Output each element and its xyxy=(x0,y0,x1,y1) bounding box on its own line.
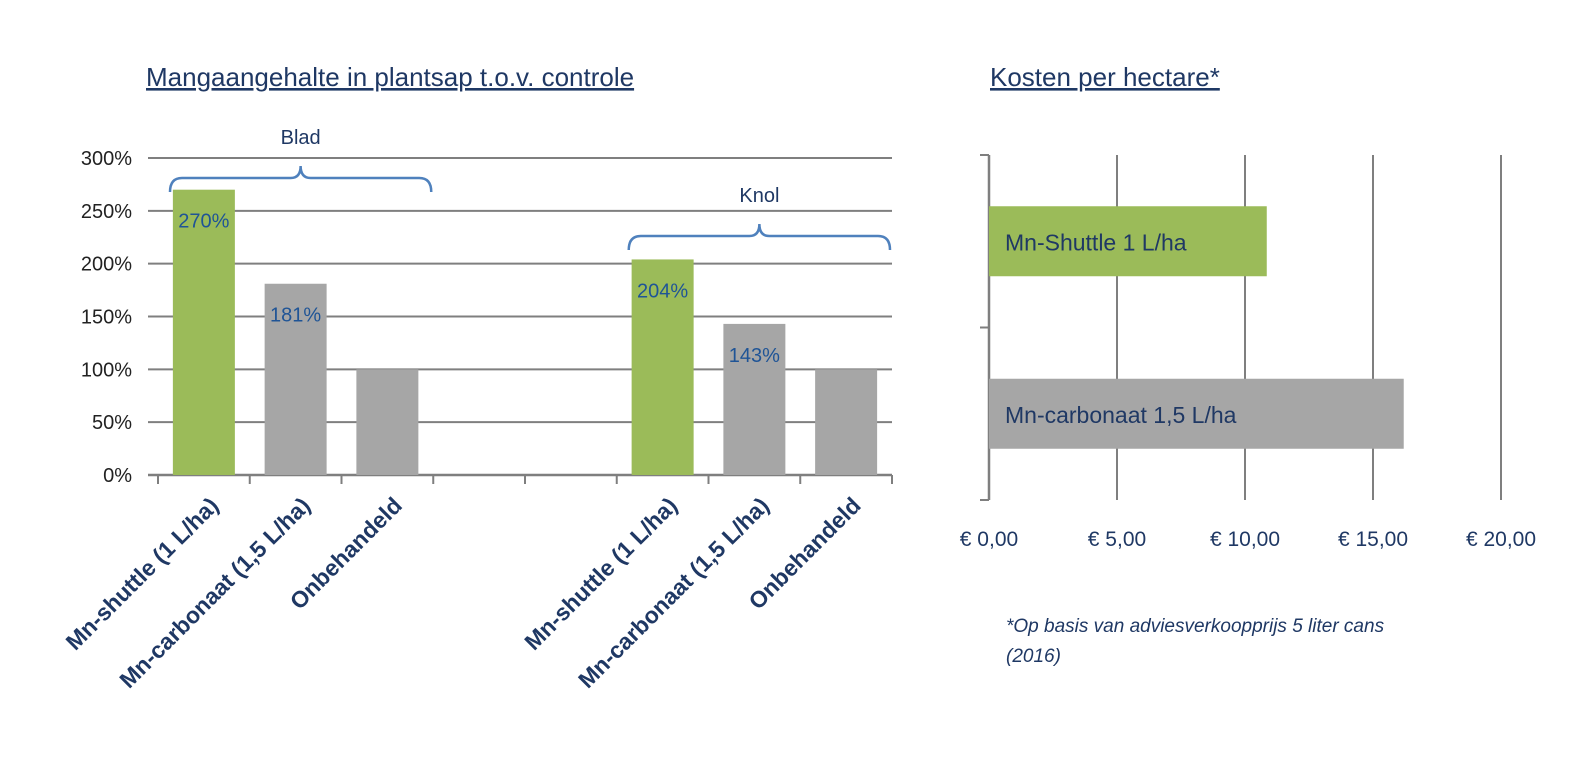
left-x-axis: Mn-shuttle (1 L/ha)Mn-carbonaat (1,5 L/h… xyxy=(60,492,865,693)
footnote-line-2: (2016) xyxy=(1006,646,1061,667)
y-tick-label: 100% xyxy=(81,359,132,381)
x-tick-label: Mn-carbonaat (1,5 L/ha) xyxy=(114,492,315,693)
x-tick-label: € 0,00 xyxy=(960,528,1018,551)
manganese-content-chart: Mangaangehalte in plantsap t.o.v. contro… xyxy=(60,62,893,693)
bar xyxy=(989,378,1404,449)
left-group-brackets: Blad Knol xyxy=(168,127,892,251)
bar xyxy=(815,369,878,475)
right-chart-title: Kosten per hectare* xyxy=(990,62,1220,92)
y-tick-label: 150% xyxy=(81,307,132,329)
x-tick-label: € 5,00 xyxy=(1088,528,1146,551)
cost-per-hectare-chart: Kosten per hectare* Mn-Shuttle 1 L/haMn-… xyxy=(960,62,1536,667)
bar-data-label: 181% xyxy=(270,305,321,327)
x-tick-label: Mn-carbonaat (1,5 L/ha) xyxy=(573,492,774,693)
bar-data-label: 143% xyxy=(729,345,780,367)
y-tick-label: 0% xyxy=(103,465,132,487)
bar xyxy=(172,189,235,475)
y-tick-label: 250% xyxy=(81,201,132,223)
group-bracket xyxy=(168,165,433,193)
group-bracket xyxy=(627,223,892,251)
bar xyxy=(264,283,327,475)
group-label: Blad xyxy=(281,127,321,149)
bar-category-label: Mn-carbonaat 1,5 L/ha xyxy=(1005,402,1237,428)
x-tick-label: Mn-shuttle (1 L/ha) xyxy=(60,492,223,655)
x-tick-label: € 15,00 xyxy=(1338,528,1408,551)
y-tick-label: 200% xyxy=(81,254,132,276)
right-x-axis: € 0,00 € 5,00 € 10,00 € 15,00 € 20,00 xyxy=(960,528,1536,551)
right-bars: Mn-Shuttle 1 L/ha Mn-carbonaat 1,5 L/ha xyxy=(989,206,1404,449)
footnote-line-1: *Op basis van adviesverkoopprijs 5 liter… xyxy=(1006,616,1385,637)
bar-data-label: 270% xyxy=(178,211,229,233)
left-chart-title: Mangaangehalte in plantsap t.o.v. contro… xyxy=(146,62,634,92)
y-tick-label: 300% xyxy=(81,148,132,170)
left-y-axis: 0% 50% 100% 150% 200% 250% 300% xyxy=(81,148,132,487)
bar xyxy=(723,323,786,475)
x-tick-label: € 20,00 xyxy=(1466,528,1536,551)
left-data-labels: 270% 181% 204% 143% xyxy=(178,211,780,367)
footnote: *Op basis van adviesverkoopprijs 5 liter… xyxy=(1006,616,1385,667)
bar-data-label: 204% xyxy=(637,280,688,302)
bar xyxy=(356,369,419,475)
bar xyxy=(631,259,694,475)
x-tick-label: Mn-shuttle (1 L/ha) xyxy=(519,492,682,655)
left-bars xyxy=(172,189,878,475)
bar-category-label: Mn-Shuttle 1 L/ha xyxy=(1005,229,1187,255)
bar xyxy=(989,206,1267,277)
x-tick-label: € 10,00 xyxy=(1210,528,1280,551)
y-tick-label: 50% xyxy=(92,412,132,434)
group-label: Knol xyxy=(739,185,779,207)
